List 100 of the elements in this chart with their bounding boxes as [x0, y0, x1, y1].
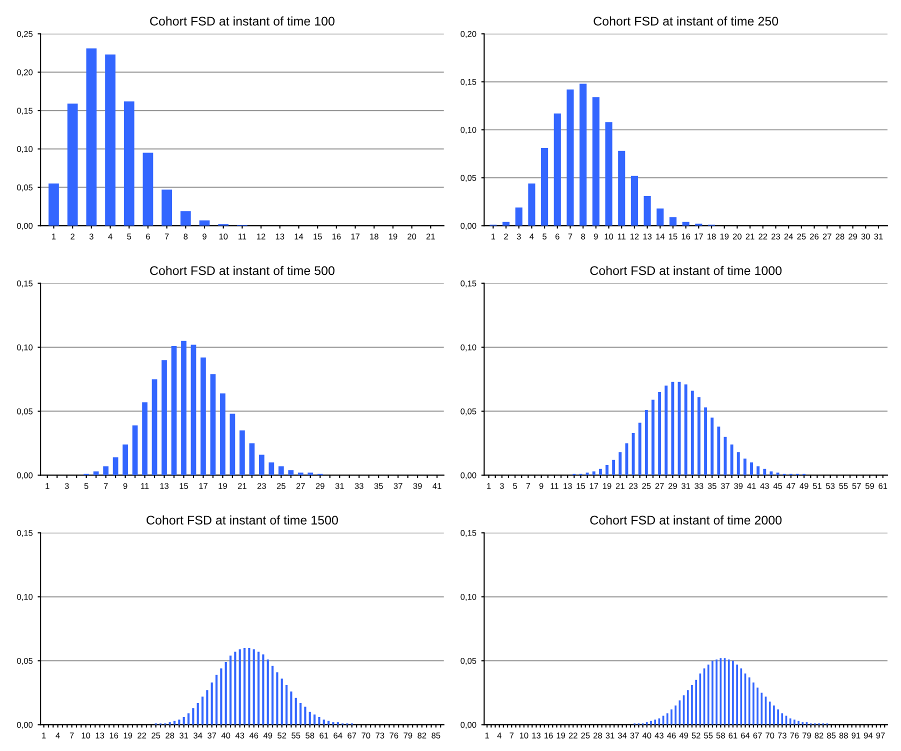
x-tick-label: 17: [351, 234, 360, 240]
x-tick-label: 27: [655, 483, 664, 489]
chart-title: Cohort FSD at instant of time 2000: [590, 515, 782, 525]
x-tick-label: 3: [516, 234, 521, 240]
bar: [142, 152, 154, 226]
bar: [554, 113, 561, 226]
y-tick-label: 0,15: [460, 280, 476, 288]
x-tick-label: 15: [180, 483, 188, 489]
x-tick-label: 17: [694, 234, 703, 240]
bar: [280, 678, 283, 725]
bar: [318, 717, 320, 725]
x-tick-label: 49: [800, 483, 808, 489]
x-tick-label: 37: [394, 483, 402, 489]
bar: [586, 472, 589, 476]
bar: [238, 649, 241, 725]
x-tick-label: 7: [526, 483, 530, 489]
bar: [252, 649, 255, 725]
x-tick-label: 39: [413, 483, 422, 489]
bar: [105, 54, 116, 226]
bar: [528, 183, 536, 226]
x-tick-label: 4: [530, 234, 534, 240]
x-tick-label: 61: [878, 483, 888, 489]
bar: [210, 682, 213, 725]
bar: [220, 393, 226, 476]
bar: [243, 648, 246, 725]
x-tick-label: 7: [70, 732, 74, 738]
bar: [178, 720, 180, 725]
bar: [770, 471, 773, 476]
x-tick-label: 52: [278, 732, 286, 738]
bar: [288, 470, 294, 476]
x-tick-label: 40: [221, 732, 230, 738]
x-tick-label: 82: [814, 732, 824, 738]
x-tick-label: 9: [594, 234, 598, 240]
bar: [206, 690, 208, 725]
x-tick-label: 29: [848, 234, 858, 240]
x-tick-label: 13: [96, 732, 104, 738]
x-tick-label: 35: [708, 483, 716, 489]
x-tick-label: 10: [219, 234, 228, 240]
bar: [644, 196, 651, 226]
x-tick-label: 53: [826, 483, 835, 489]
x-tick-label: 5: [84, 483, 88, 489]
y-tick-label: 0,15: [17, 530, 33, 537]
x-tick-label: 34: [618, 732, 627, 738]
bar: [638, 422, 642, 476]
x-tick-label: 29: [668, 483, 677, 489]
bar: [598, 468, 602, 476]
bar: [290, 691, 292, 725]
x-tick-label: 22: [138, 732, 146, 738]
x-tick-label: 12: [630, 234, 639, 240]
bar: [730, 444, 734, 476]
x-tick-label: 12: [257, 234, 266, 240]
bar: [103, 466, 108, 476]
x-tick-label: 41: [432, 483, 442, 489]
y-tick-label: 0,05: [17, 408, 33, 416]
bar: [541, 148, 548, 226]
x-tick-label: 30: [861, 234, 870, 240]
x-tick-label: 37: [720, 483, 730, 489]
y-tick-label: 0,05: [460, 658, 476, 665]
x-tick-label: 1: [491, 234, 496, 240]
y-tick-label: 0,10: [17, 146, 33, 154]
y-tick-label: 0,05: [460, 408, 476, 416]
y-tick-label: 0,15: [460, 530, 476, 537]
x-tick-label: 17: [199, 483, 208, 489]
x-tick-label: 64: [334, 732, 342, 738]
bar: [285, 685, 288, 725]
bar: [671, 382, 674, 476]
x-tick-label: 49: [263, 732, 272, 738]
bar: [152, 379, 158, 476]
bar: [502, 222, 510, 226]
x-tick-label: 49: [679, 732, 688, 738]
x-tick-label: 9: [202, 234, 206, 240]
y-tick-label: 0,10: [17, 594, 33, 601]
x-tick-label: 7: [568, 234, 572, 240]
x-tick-label: 19: [556, 732, 566, 738]
x-tick-label: 2: [70, 234, 74, 240]
x-tick-label: 31: [874, 234, 883, 240]
bar: [257, 652, 260, 725]
x-tick-label: 31: [180, 732, 188, 738]
y-tick-label: 0,20: [460, 30, 476, 38]
bar: [249, 443, 255, 476]
x-tick-label: 1: [42, 732, 46, 738]
y-tick-label: 0,25: [17, 30, 33, 38]
x-tick-label: 59: [865, 483, 874, 489]
x-tick-label: 55: [704, 732, 713, 738]
x-tick-label: 13: [532, 732, 540, 738]
x-tick-label: 11: [550, 483, 558, 489]
x-tick-label: 55: [292, 732, 300, 738]
y-tick-label: 0,15: [17, 108, 33, 115]
bar: [618, 150, 626, 226]
x-tick-label: 70: [362, 732, 370, 738]
x-tick-label: 11: [141, 483, 149, 489]
x-tick-label: 45: [773, 483, 782, 489]
bar: [196, 702, 199, 725]
bar: [124, 101, 134, 226]
x-tick-label: 16: [544, 732, 553, 738]
x-tick-label: 19: [388, 234, 398, 240]
x-tick-label: 22: [568, 732, 578, 738]
bar: [776, 472, 780, 476]
x-tick-label: 9: [123, 483, 128, 489]
bar: [682, 222, 690, 226]
